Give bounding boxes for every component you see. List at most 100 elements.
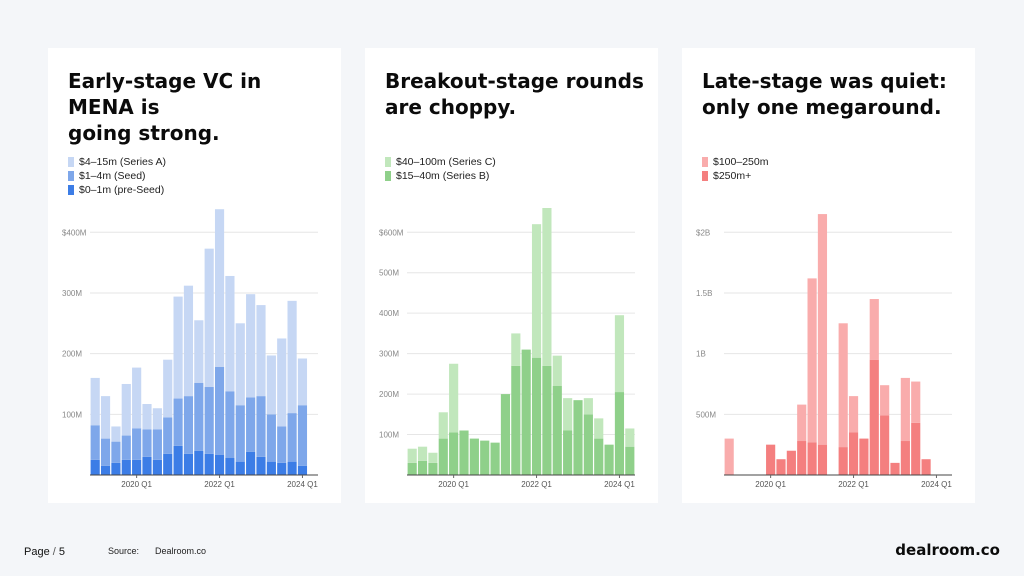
- bar-segment: [194, 320, 204, 383]
- legend-item-series-c: $40–100m (Series C): [385, 155, 496, 169]
- bar-segment: [266, 461, 276, 475]
- bar-segment: [132, 428, 142, 460]
- bar-segment: [235, 405, 245, 462]
- legend-swatch: [68, 171, 74, 181]
- bar-segment: [469, 438, 479, 475]
- bar-segment: [786, 450, 796, 475]
- legend-swatch: [68, 157, 74, 167]
- bar-segment: [204, 248, 214, 388]
- bar-segment: [173, 398, 183, 446]
- bar-segment: [246, 397, 256, 452]
- bar-segment: [583, 398, 593, 415]
- bar-segment: [542, 208, 552, 366]
- bar-segment: [407, 448, 417, 463]
- bar-segment: [100, 465, 111, 475]
- bar-segment: [121, 383, 131, 436]
- bar-segment: [449, 432, 459, 475]
- legend-label: $15–40m (Series B): [396, 170, 490, 182]
- bar-segment: [111, 426, 121, 442]
- bar-segment: [111, 441, 121, 463]
- chart-legend: $40–100m (Series C) $15–40m (Series B): [385, 155, 496, 183]
- bar-segment: [776, 459, 786, 475]
- bar-segment: [173, 445, 183, 475]
- bar-segment: [900, 441, 910, 475]
- x-tick-label: 2022 Q1: [838, 480, 869, 489]
- bar-segment: [614, 315, 625, 393]
- bar-segment: [417, 446, 428, 461]
- bar-segment: [869, 359, 879, 475]
- y-tick-label: 500M: [379, 269, 399, 278]
- x-tick-label: 2022 Q1: [521, 480, 552, 489]
- bar-segment: [277, 426, 287, 463]
- y-tick-label: 300M: [62, 289, 82, 298]
- bar-segment: [490, 442, 500, 475]
- y-tick-label: 400M: [379, 309, 399, 318]
- legend-label: $4–15m (Series A): [79, 156, 166, 168]
- y-tick-label: 200M: [379, 390, 399, 399]
- bar-segment: [563, 430, 573, 475]
- bar-segment: [449, 363, 459, 433]
- bar-segment: [225, 458, 235, 475]
- bar-segment: [235, 323, 245, 406]
- bar-segment: [604, 444, 614, 475]
- bar-segment: [297, 405, 308, 466]
- bar-segment: [287, 413, 297, 462]
- bar-segment: [90, 377, 100, 426]
- bar-segment: [163, 417, 173, 454]
- bar-segment: [214, 209, 225, 367]
- bar-segment: [542, 365, 552, 475]
- x-tick-label: 2020 Q1: [438, 480, 469, 489]
- y-tick-label: 500M: [696, 410, 716, 419]
- bar-segment: [817, 214, 828, 445]
- bar-segment: [100, 438, 111, 466]
- bar-segment: [900, 377, 910, 442]
- bar-segment: [194, 382, 204, 451]
- legend-item-series-a: $4–15m (Series A): [68, 155, 166, 169]
- bar-segment: [625, 446, 635, 475]
- x-tick-label: 2024 Q1: [604, 480, 635, 489]
- chart-title: Early-stage VC in MENA is going strong.: [68, 69, 262, 145]
- bar-segment: [246, 451, 256, 475]
- chart-panel-early-stage: Early-stage VC in MENA is going strong. …: [48, 48, 341, 503]
- page-number: 5: [58, 546, 66, 558]
- bar-segment: [573, 400, 583, 475]
- bar-segment: [277, 462, 287, 475]
- bar-segment: [531, 357, 542, 475]
- y-tick-label: 300M: [379, 350, 399, 359]
- bar-segment: [911, 422, 921, 475]
- bar-segment: [859, 438, 869, 475]
- bar-segment: [90, 425, 100, 460]
- bar-segment: [225, 275, 235, 392]
- page-separator: /: [52, 546, 56, 558]
- bar-segment: [142, 456, 152, 475]
- bar-segment: [121, 459, 131, 475]
- bar-segment: [266, 414, 276, 462]
- source-name: Dealroom.co: [155, 546, 207, 556]
- bar-segment: [552, 355, 562, 386]
- y-tick-label: 1.5B: [696, 289, 712, 298]
- bar-segment: [256, 305, 266, 397]
- brand-logo: dealroom.co: [895, 541, 1000, 559]
- legend-swatch: [385, 171, 391, 181]
- legend-label: $250m+: [713, 170, 752, 182]
- bar-segment: [277, 338, 287, 427]
- bar-segment: [297, 465, 308, 475]
- bar-segment: [797, 404, 807, 442]
- bar-segment: [724, 438, 734, 475]
- bar-segment: [152, 429, 162, 460]
- bar-segment: [594, 418, 604, 439]
- chart-title: Breakout-stage rounds are choppy.: [385, 69, 644, 119]
- bar-segment: [797, 441, 807, 475]
- bar-segment: [428, 462, 438, 475]
- bar-segment: [152, 459, 162, 475]
- x-tick-label: 2024 Q1: [921, 480, 952, 489]
- y-tick-label: $2B: [696, 228, 710, 237]
- bar-segment: [531, 224, 542, 358]
- legend-item-250m-plus: $250m+: [702, 169, 768, 183]
- bar-segment: [214, 366, 225, 455]
- y-tick-label: $400M: [62, 228, 87, 237]
- bar-segment: [807, 442, 817, 475]
- legend-swatch: [702, 171, 708, 181]
- legend-label: $100–250m: [713, 156, 769, 168]
- bar-segment: [417, 460, 428, 475]
